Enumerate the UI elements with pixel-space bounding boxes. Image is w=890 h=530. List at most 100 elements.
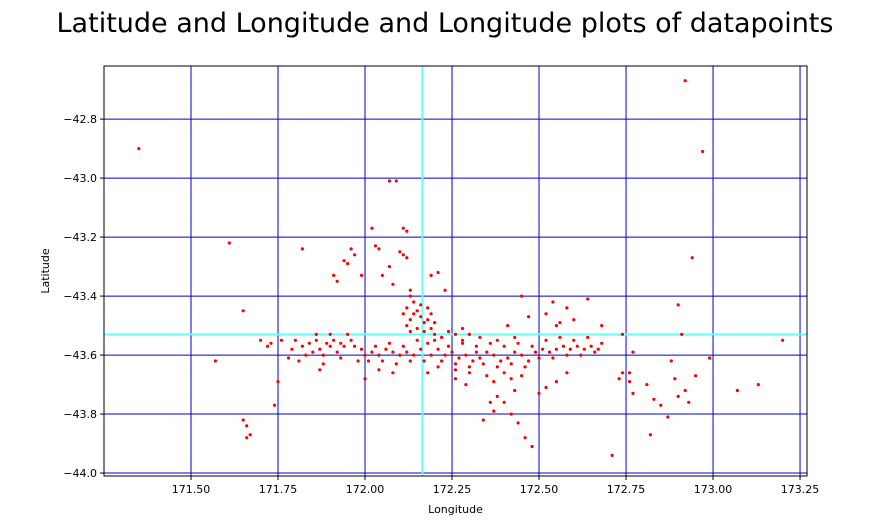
data-point xyxy=(370,350,374,354)
data-point xyxy=(328,344,332,348)
data-point xyxy=(245,424,249,428)
data-point xyxy=(241,309,245,313)
data-point xyxy=(443,353,447,357)
data-point xyxy=(408,318,412,322)
x-tick-label: 172.75 xyxy=(607,483,646,496)
x-tick-label: 171.50 xyxy=(172,483,211,496)
data-point xyxy=(339,356,343,360)
data-point xyxy=(544,338,548,342)
data-point xyxy=(481,418,485,422)
data-point xyxy=(467,371,471,375)
data-point xyxy=(666,415,670,419)
data-point xyxy=(422,359,426,363)
data-point xyxy=(415,338,419,342)
data-point xyxy=(502,344,506,348)
data-point xyxy=(433,332,437,336)
data-point xyxy=(558,321,562,325)
data-point xyxy=(582,347,586,351)
data-point xyxy=(568,347,572,351)
data-point xyxy=(398,250,402,254)
data-point xyxy=(478,335,482,339)
data-point xyxy=(391,350,395,354)
data-point xyxy=(405,350,409,354)
data-point xyxy=(492,353,496,357)
data-point xyxy=(272,403,277,407)
data-point xyxy=(495,394,499,398)
data-point xyxy=(359,273,364,277)
data-point xyxy=(248,433,252,437)
data-point xyxy=(495,338,499,342)
grid-lines xyxy=(104,66,807,476)
data-point xyxy=(683,79,687,83)
data-point xyxy=(554,324,559,328)
data-point xyxy=(311,350,315,354)
data-point xyxy=(422,329,426,334)
data-point xyxy=(436,365,440,369)
data-point xyxy=(405,229,409,233)
data-point xyxy=(394,362,398,366)
data-point xyxy=(426,341,430,345)
data-point xyxy=(426,306,430,310)
data-point xyxy=(565,306,569,310)
data-point xyxy=(405,256,409,260)
data-point xyxy=(485,374,489,378)
data-point xyxy=(349,338,353,342)
data-point xyxy=(318,347,322,351)
data-point xyxy=(659,403,663,407)
data-point xyxy=(408,329,412,334)
data-point xyxy=(137,147,141,151)
data-point xyxy=(467,365,471,369)
data-point xyxy=(708,356,712,360)
data-point xyxy=(335,279,339,283)
y-tick-label: −44.0 xyxy=(63,467,97,480)
data-point xyxy=(572,338,576,342)
data-point xyxy=(457,356,461,360)
data-point xyxy=(359,347,364,351)
data-point xyxy=(701,149,705,154)
data-point xyxy=(513,350,517,354)
data-point xyxy=(321,353,325,357)
data-point xyxy=(433,338,437,342)
y-tick-label: −43.8 xyxy=(63,408,97,421)
data-point xyxy=(453,332,458,336)
data-point xyxy=(481,362,485,366)
data-point xyxy=(645,383,649,387)
data-point xyxy=(307,341,311,345)
data-point xyxy=(349,247,353,251)
y-tick-label: −43.0 xyxy=(63,172,97,185)
data-point xyxy=(488,341,492,345)
data-point xyxy=(506,356,510,360)
data-point xyxy=(617,377,621,381)
data-point xyxy=(408,359,412,363)
y-tick-label: −43.6 xyxy=(63,349,97,362)
data-point xyxy=(419,303,423,307)
data-point xyxy=(377,368,381,372)
data-point xyxy=(387,265,391,269)
data-point xyxy=(227,241,231,245)
data-point xyxy=(537,356,541,360)
data-point xyxy=(551,300,555,304)
data-point xyxy=(520,294,524,298)
data-point xyxy=(346,332,350,336)
data-point xyxy=(565,353,569,357)
data-point xyxy=(332,273,336,277)
data-point xyxy=(269,341,273,345)
data-point xyxy=(401,344,405,348)
data-point xyxy=(471,359,475,363)
data-point xyxy=(373,244,378,248)
data-point xyxy=(446,344,451,348)
data-point xyxy=(756,383,760,387)
data-point xyxy=(544,312,548,316)
data-point xyxy=(293,338,297,342)
data-point xyxy=(683,388,687,393)
data-point xyxy=(652,397,656,401)
data-point xyxy=(436,347,440,351)
data-point xyxy=(394,179,398,183)
data-point xyxy=(300,247,304,251)
data-point xyxy=(478,356,482,360)
data-point xyxy=(474,344,478,348)
data-point xyxy=(523,365,527,369)
data-point xyxy=(600,341,604,345)
x-axis-label: Longitude xyxy=(428,503,483,516)
